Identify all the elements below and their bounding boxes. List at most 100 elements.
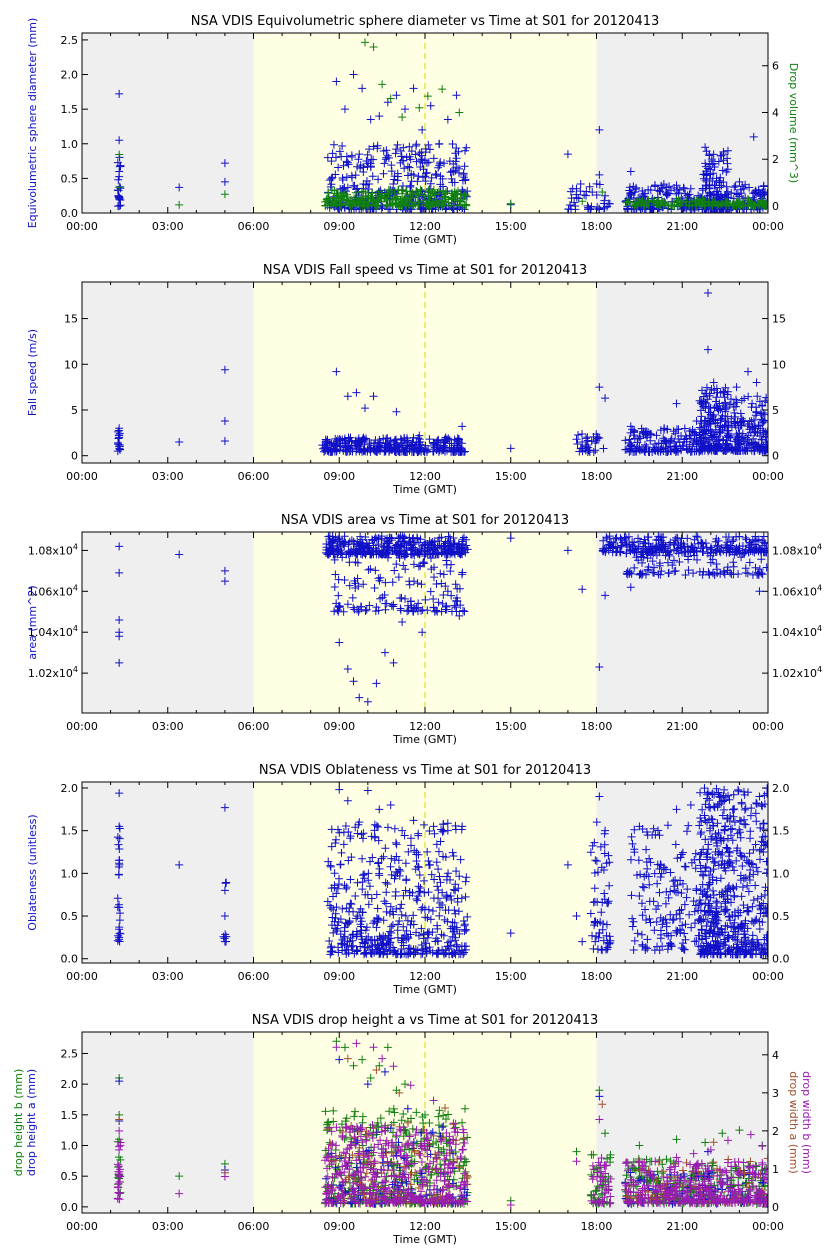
x-tick-label: 06:00 <box>238 1220 270 1233</box>
y2-tick-label: 4 <box>772 106 779 119</box>
x-tick-label: 09:00 <box>323 220 355 233</box>
x-tick-label: 09:00 <box>323 1220 355 1233</box>
x-axis-label: Time (GMT) <box>392 1233 457 1246</box>
x-tick-label: 06:00 <box>238 720 270 733</box>
x-tick-label: 21:00 <box>666 970 698 983</box>
x-tick-label: 18:00 <box>581 720 613 733</box>
night-shading <box>597 782 769 963</box>
x-tick-label: 00:00 <box>752 470 784 483</box>
y-tick-label: 2.5 <box>61 1047 79 1060</box>
y-tick-label: 1.08x104 <box>28 542 78 557</box>
night-shading <box>82 33 254 213</box>
x-tick-label: 15:00 <box>495 970 527 983</box>
chart-title: NSA VDIS Oblateness vs Time at S01 for 2… <box>259 763 591 778</box>
y-tick-label: 0.0 <box>61 953 79 966</box>
x-tick-label: 21:00 <box>666 1220 698 1233</box>
x-tick-label: 00:00 <box>752 720 784 733</box>
x-tick-label: 00:00 <box>66 970 98 983</box>
y2-tick-label: 10 <box>772 358 786 371</box>
y2-tick-label: 0 <box>772 450 779 463</box>
night-shading <box>597 532 769 713</box>
y-tick-label: 0.5 <box>61 1170 79 1183</box>
chart-title: NSA VDIS Fall speed vs Time at S01 for 2… <box>263 263 587 278</box>
x-tick-label: 00:00 <box>752 970 784 983</box>
night-shading <box>82 782 254 963</box>
y-tick-label: 5 <box>71 404 78 417</box>
x-tick-label: 12:00 <box>409 470 441 483</box>
y-tick-label: 0.0 <box>61 207 79 220</box>
y2-tick-label: 2 <box>772 1125 779 1138</box>
y-axis-label: Oblateness (unitless) <box>26 814 39 930</box>
chart-title: NSA VDIS Equivolumetric sphere diameter … <box>191 14 660 29</box>
x-tick-label: 15:00 <box>495 220 527 233</box>
y2-tick-label: 1.06x104 <box>772 583 822 598</box>
x-tick-label: 00:00 <box>66 470 98 483</box>
y2-tick-label: 0 <box>772 1201 779 1214</box>
y2-tick-label: 0 <box>772 200 779 213</box>
y-tick-label: 1.5 <box>61 103 79 116</box>
y-tick-label: 1.0 <box>61 867 79 880</box>
x-tick-label: 09:00 <box>323 720 355 733</box>
y-tick-label: 10 <box>64 358 78 371</box>
y-tick-label: 0.0 <box>61 1201 79 1214</box>
x-tick-label: 12:00 <box>409 970 441 983</box>
x-tick-label: 00:00 <box>66 720 98 733</box>
chart-title: NSA VDIS area vs Time at S01 for 2012041… <box>281 513 569 528</box>
y2-tick-label: 1.02x104 <box>772 665 822 680</box>
chart-panel-4: NSA VDIS Oblateness vs Time at S01 for 2… <box>26 763 790 996</box>
x-tick-label: 21:00 <box>666 470 698 483</box>
y-tick-label: 0 <box>71 450 78 463</box>
x-tick-label: 18:00 <box>581 1220 613 1233</box>
chart-panel-5: NSA VDIS drop height a vs Time at S01 fo… <box>12 1013 813 1246</box>
x-tick-label: 15:00 <box>495 1220 527 1233</box>
y2-tick-label: 1.5 <box>772 825 790 838</box>
y2-tick-label: 0.5 <box>772 910 790 923</box>
x-tick-label: 00:00 <box>752 1220 784 1233</box>
y-tick-label: 1.0 <box>61 138 79 151</box>
x-tick-label: 06:00 <box>238 220 270 233</box>
chart-title: NSA VDIS drop height a vs Time at S01 fo… <box>252 1013 599 1028</box>
y2-tick-label: 15 <box>772 313 786 326</box>
y-tick-label: 2.0 <box>61 782 79 795</box>
y-tick-label: 1.5 <box>61 1109 79 1122</box>
y2-tick-label: 1.08x104 <box>772 542 822 557</box>
chart-panel-3: NSA VDIS area vs Time at S01 for 2012041… <box>26 513 822 746</box>
x-tick-label: 00:00 <box>752 220 784 233</box>
x-tick-label: 21:00 <box>666 720 698 733</box>
y-axis-label: Equivolumetric sphere diameter (mm) <box>26 18 39 229</box>
x-tick-label: 21:00 <box>666 220 698 233</box>
x-tick-label: 15:00 <box>495 470 527 483</box>
y-tick-label: 2.0 <box>61 69 79 82</box>
x-tick-label: 06:00 <box>238 970 270 983</box>
x-tick-label: 03:00 <box>152 720 184 733</box>
x-tick-label: 03:00 <box>152 470 184 483</box>
x-tick-label: 12:00 <box>409 1220 441 1233</box>
y-tick-label: 1.5 <box>61 825 79 838</box>
night-shading <box>82 532 254 713</box>
x-tick-label: 15:00 <box>495 720 527 733</box>
y2-tick-label: 0.0 <box>772 953 790 966</box>
y-axis-label: Fall speed (m/s) <box>26 329 39 416</box>
y2-tick-label: 1.0 <box>772 867 790 880</box>
x-axis-label: Time (GMT) <box>392 483 457 496</box>
x-tick-label: 03:00 <box>152 1220 184 1233</box>
y2-tick-label: 2 <box>772 153 779 166</box>
y-tick-label: 2.0 <box>61 1078 79 1091</box>
y2-axis-label: Drop volume (mm^3) <box>787 63 800 183</box>
chart-panel-2: NSA VDIS Fall speed vs Time at S01 for 2… <box>26 263 786 496</box>
x-tick-label: 18:00 <box>581 470 613 483</box>
y-tick-label: 0.5 <box>61 172 79 185</box>
y2-tick-label: 1.04x104 <box>772 624 822 639</box>
y-tick-label: 2.5 <box>61 34 79 47</box>
x-tick-label: 00:00 <box>66 220 98 233</box>
night-shading <box>82 282 254 463</box>
night-shading <box>82 1032 254 1213</box>
x-axis-label: Time (GMT) <box>392 233 457 246</box>
x-axis-label: Time (GMT) <box>392 983 457 996</box>
x-tick-label: 03:00 <box>152 970 184 983</box>
x-tick-label: 09:00 <box>323 470 355 483</box>
chart-panel-1: NSA VDIS Equivolumetric sphere diameter … <box>26 14 800 246</box>
x-tick-label: 12:00 <box>409 220 441 233</box>
